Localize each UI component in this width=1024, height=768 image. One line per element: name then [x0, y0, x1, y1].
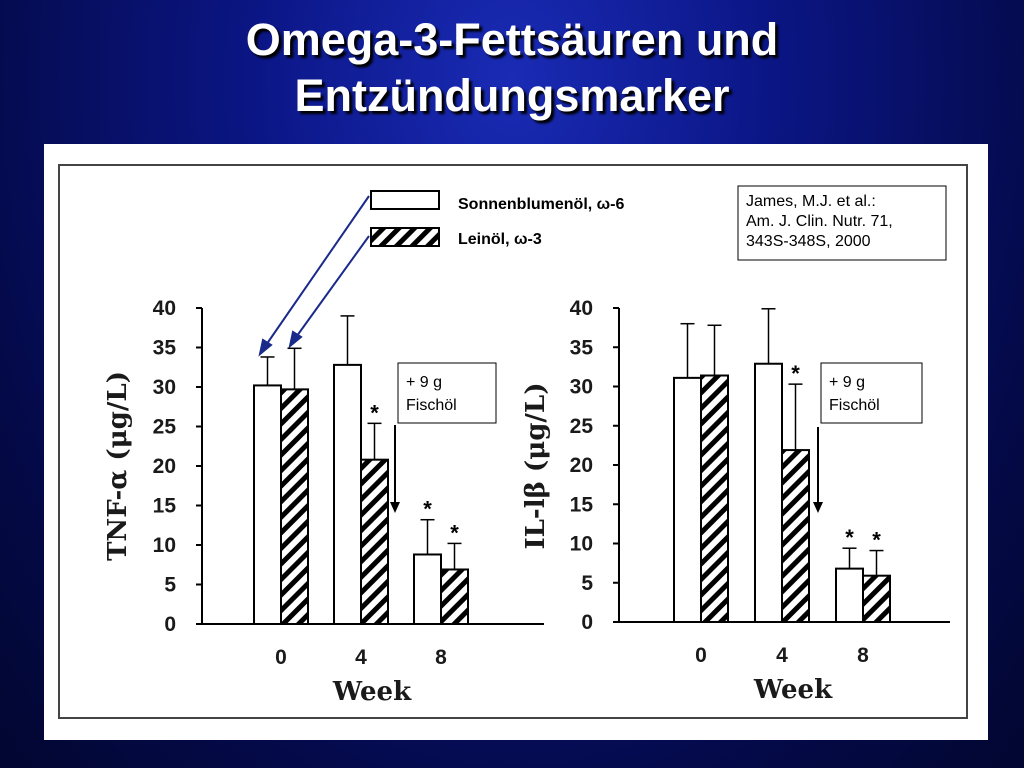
figure-frame: [58, 164, 968, 719]
slide-title-line1: Omega-3-Fettsäuren und: [245, 14, 779, 65]
x-tick-label: 8: [435, 646, 447, 669]
slide-title-line2: Entzündungsmarker: [294, 70, 730, 121]
chart-2: 0 5 10 15 20 25 30 35 40 0 * 4 * * 8 Week IL-lβ (μg/L): [521, 297, 950, 705]
annotation-right-line1: + 9 g: [829, 374, 865, 391]
significance-star: *: [423, 497, 432, 522]
y-axis-title: IL-lβ (μg/L): [521, 382, 551, 549]
y-tick-label: 35: [153, 337, 177, 360]
slide-title: Omega-3-Fettsäuren und Entzündungsmarker: [0, 12, 1024, 124]
citation-line3: 343S-348S, 2000: [746, 233, 871, 250]
y-tick-label: 25: [570, 415, 594, 438]
x-axis-title: Week: [753, 675, 833, 705]
bar-hatched: [781, 449, 810, 623]
bar-hatched: [862, 574, 891, 623]
y-axis-title: TNF-α (μg/L): [103, 371, 133, 561]
y-tick-label: 35: [570, 336, 594, 359]
significance-star: *: [872, 528, 881, 553]
bar-hatched: [280, 388, 309, 625]
legend-arrowhead-open: [258, 338, 273, 357]
significance-star: *: [845, 525, 854, 550]
y-tick-label: 20: [570, 454, 593, 477]
x-tick-label: 4: [355, 646, 367, 669]
chart-1: 0 5 10 15 20 25 30 35 40 0 * 4 * * 8 Week TNF-α (μg/L): [103, 297, 544, 707]
y-tick-label: 15: [570, 493, 594, 516]
legend-arrowhead-hatched: [288, 330, 303, 349]
y-tick-label: 10: [153, 534, 176, 557]
x-tick-label: 0: [695, 644, 707, 667]
citation-frame: [737, 185, 947, 261]
x-tick-label: 0: [275, 646, 287, 669]
y-tick-label: 0: [581, 611, 593, 634]
annotation-left: + 9 g Fischöl: [390, 362, 497, 513]
legend-arrow-open: [263, 195, 370, 349]
legend-arrows: [258, 195, 370, 357]
legend-label-series2: Leinöl, ω-3: [458, 231, 542, 248]
annotation-left-line1: + 9 g: [406, 374, 442, 391]
figure-panel: Sonnenblumenöl, ω-6 Leinöl, ω-3 James, M…: [44, 144, 988, 740]
annotation-right: + 9 g Fischöl: [813, 362, 923, 513]
y-tick-label: 5: [581, 572, 593, 595]
citation-line2: Am. J. Clin. Nutr. 71,: [746, 213, 893, 230]
y-tick-label: 15: [153, 495, 177, 518]
legend-arrow-hatched: [293, 235, 370, 341]
citation-box: James, M.J. et al.: Am. J. Clin. Nutr. 7…: [737, 185, 947, 261]
figure-svg: Sonnenblumenöl, ω-6 Leinöl, ω-3 James, M…: [58, 164, 968, 719]
significance-star: *: [450, 520, 459, 545]
y-tick-label: 10: [570, 533, 593, 556]
citation-line1: James, M.J. et al.:: [746, 193, 876, 210]
bar-open: [673, 376, 702, 623]
legend-label-series1: Sonnenblumenöl, ω-6: [458, 196, 625, 213]
bar-open: [754, 362, 783, 624]
bar-hatched: [700, 374, 729, 623]
bar-open: [333, 363, 362, 625]
x-tick-label: 8: [857, 644, 869, 667]
legend-swatch-open: [370, 190, 440, 210]
legend: Sonnenblumenöl, ω-6 Leinöl, ω-3: [370, 190, 625, 248]
bar-open: [413, 553, 442, 626]
annotation-right-frame: [820, 362, 923, 424]
y-tick-label: 40: [153, 297, 176, 320]
y-tick-label: 40: [570, 297, 593, 320]
x-tick-label: 4: [776, 644, 788, 667]
significance-star: *: [370, 400, 379, 425]
x-axis-title: Week: [332, 677, 412, 707]
legend-swatch-hatched: [370, 227, 440, 247]
annotation-left-frame: [397, 362, 497, 424]
annotation-left-arrowhead: [390, 502, 400, 513]
y-tick-label: 30: [570, 376, 593, 399]
annotation-left-line2: Fischöl: [406, 397, 457, 414]
significance-star: *: [791, 361, 800, 386]
annotation-right-line2: Fischöl: [829, 397, 880, 414]
bar-open: [253, 384, 282, 625]
annotation-right-arrowhead: [813, 502, 823, 513]
y-tick-label: 20: [153, 455, 176, 478]
bar-hatched: [440, 568, 469, 625]
bar-open: [835, 567, 864, 623]
y-tick-label: 5: [164, 574, 176, 597]
y-tick-label: 30: [153, 376, 176, 399]
y-tick-label: 25: [153, 416, 177, 439]
bar-hatched: [360, 458, 389, 625]
y-tick-label: 0: [164, 613, 176, 636]
